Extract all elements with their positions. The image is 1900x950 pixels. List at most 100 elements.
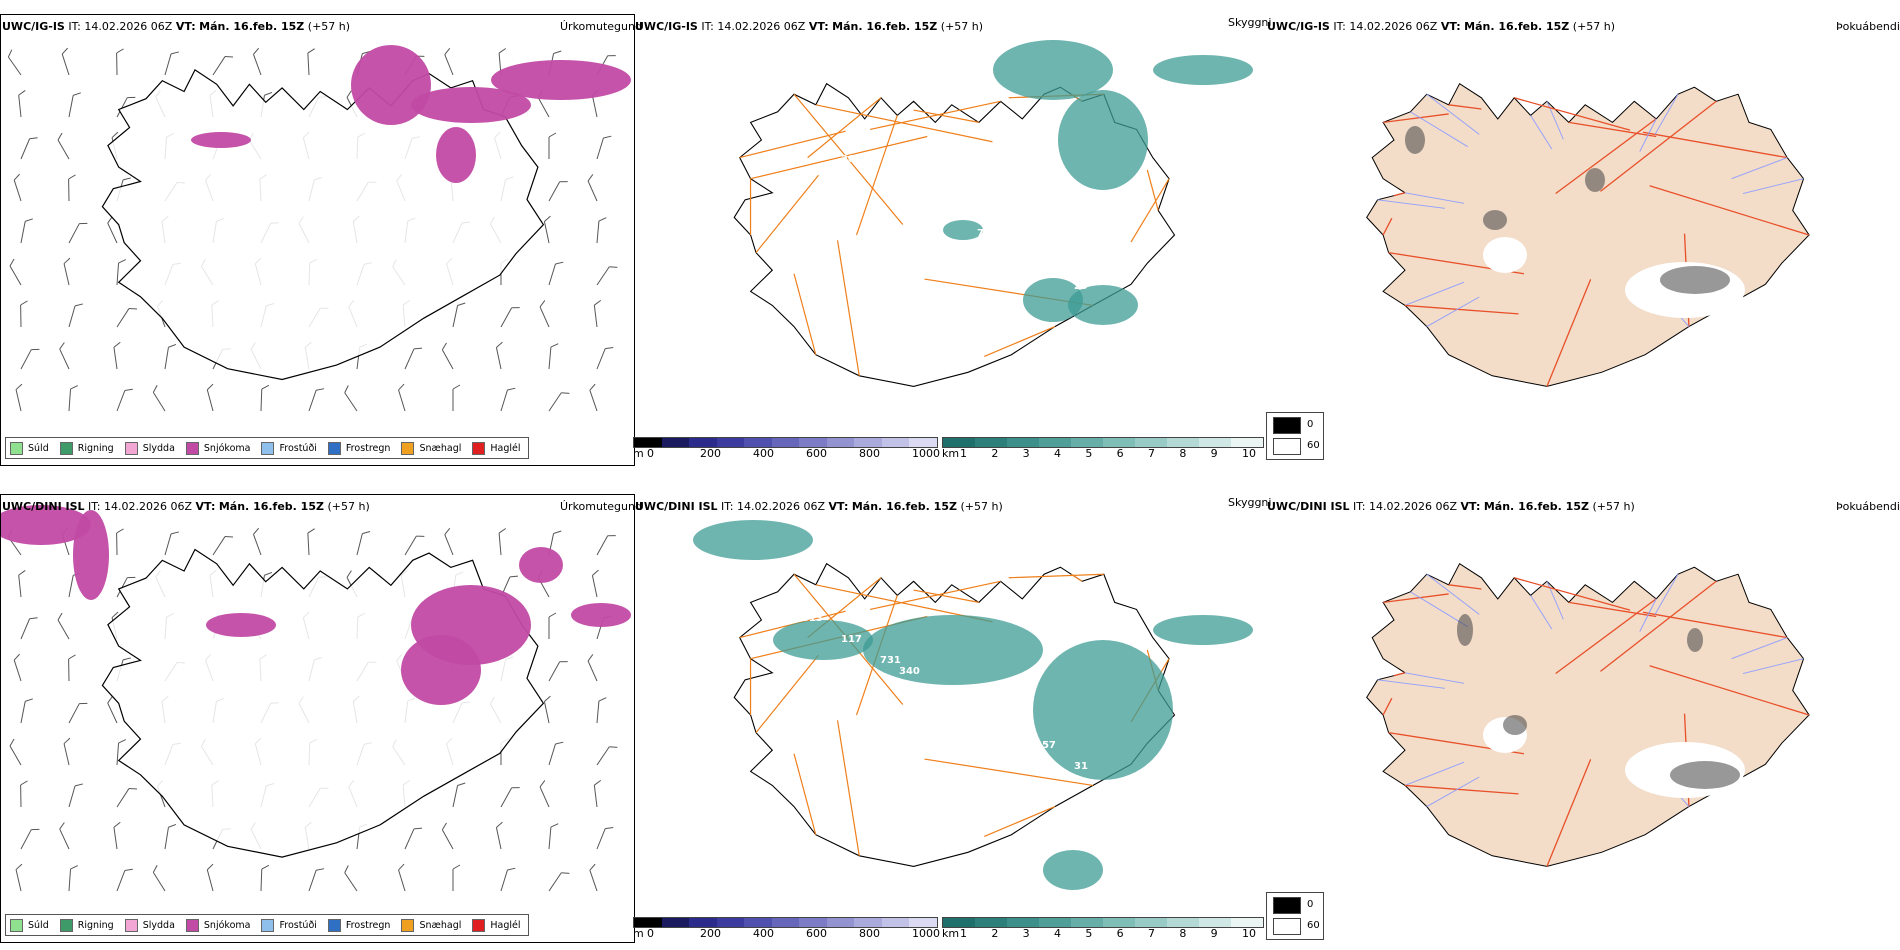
- river: [1742, 658, 1804, 674]
- vis-tick-label: 1: [960, 447, 967, 460]
- river: [1377, 199, 1445, 209]
- river: [1731, 637, 1788, 660]
- wind-barb-icon: [68, 303, 84, 328]
- wind-barb-icon: [441, 342, 454, 370]
- wind-barb-icon: [15, 383, 23, 412]
- wind-barb-icon: [18, 570, 26, 598]
- fog-area: [1660, 266, 1730, 294]
- vis-tick-label: 3: [1022, 447, 1030, 460]
- precip-legend-item: Súld: [10, 918, 49, 932]
- vis-colorbar: [942, 437, 1264, 448]
- ceiling-value-label: 203: [841, 154, 862, 165]
- wind-barb-icon: [113, 341, 121, 370]
- fog-tick-label: 60: [1307, 440, 1320, 451]
- legend-swatch: [401, 441, 415, 455]
- legend-label: Snjókoma: [203, 442, 251, 454]
- wind-barb-icon: [20, 137, 38, 160]
- ceiling-tick-label: 800: [859, 927, 880, 940]
- wind-barb-icon: [116, 388, 133, 412]
- road: [1555, 118, 1657, 195]
- colorbar-step: [771, 438, 800, 447]
- snow-area: [411, 87, 531, 123]
- road: [869, 580, 1001, 611]
- wind-barb-icon: [63, 737, 71, 766]
- wind-barb-icon: [307, 528, 315, 556]
- river: [1426, 296, 1480, 327]
- vis-tick-label: 5: [1085, 927, 1093, 940]
- legend-label: Frostregn: [345, 442, 391, 454]
- wind-barb-icon: [212, 56, 234, 76]
- wind-barb-icon: [20, 828, 40, 850]
- snow-area: [206, 613, 276, 637]
- road: [807, 97, 882, 159]
- wind-barb-icon: [498, 528, 506, 556]
- wind-barb-icon: [548, 261, 564, 286]
- wind-barb-icon: [18, 90, 26, 118]
- precip-legend-item: Snjókoma: [185, 918, 250, 932]
- snow-area: [191, 132, 251, 148]
- wind-barb-icon: [548, 872, 570, 892]
- ceiling-value-label: 611: [938, 207, 959, 218]
- precip-title-row1: Úrkomutegund: [560, 20, 642, 33]
- precip-legend-item: Súld: [10, 441, 49, 455]
- precip-map-row2: [1, 505, 631, 892]
- visibility-title-row2: Skyggni: [1228, 496, 1272, 509]
- ceiling-value-label: 357: [1035, 740, 1056, 751]
- wind-barb-icon: [152, 385, 166, 412]
- road: [1393, 192, 1406, 197]
- colorbar-step: [909, 918, 938, 927]
- precip-legend-item: Frostúði: [261, 441, 317, 455]
- visibility-map-row2: 741 731 601 31 117 192 357 313 340: [693, 520, 1253, 890]
- wind-barb-icon: [57, 612, 70, 640]
- ceiling-value-label: 29: [1074, 281, 1088, 292]
- wind-barb-icon: [20, 780, 28, 808]
- road: [1130, 178, 1170, 243]
- wind-barb-icon: [500, 387, 516, 412]
- wind-barb-icon: [495, 821, 503, 850]
- fog-tick-label: 0: [1307, 419, 1314, 430]
- wind-barb-icon: [63, 257, 71, 286]
- legend-swatch: [185, 918, 199, 932]
- legend-label: Snæhagl: [419, 919, 462, 931]
- wind-barb-icon: [539, 780, 550, 808]
- visibility-title-row1: Skyggni: [1228, 16, 1272, 29]
- wind-barb-icon: [260, 384, 270, 412]
- river: [1639, 598, 1657, 632]
- wind-barb-icon: [344, 385, 358, 412]
- wind-barb-icon: [116, 308, 138, 328]
- wind-barb-icon: [344, 865, 358, 892]
- legend-swatch: [10, 918, 23, 932]
- visibility-panel-row2: 741 731 601 31 117 192 357 313 340: [633, 510, 1265, 950]
- ceiling-unit: m: [633, 447, 644, 460]
- wind-barb-icon: [596, 535, 616, 556]
- legend-swatch: [124, 441, 138, 455]
- colorbar-step: [1167, 438, 1199, 447]
- road: [755, 654, 819, 734]
- wind-barb-icon: [13, 653, 22, 682]
- wind-barb-icon: [452, 384, 461, 411]
- precip-legend-item: Haglél: [472, 918, 521, 932]
- ceiling-colorbar: [633, 917, 938, 928]
- ceiling-value-label: 722: [880, 175, 901, 186]
- ceiling-tick-label: 600: [806, 447, 827, 460]
- colorbar-step: [771, 918, 800, 927]
- ceiling-tick-label: 1000: [912, 447, 940, 460]
- road: [1382, 217, 1393, 236]
- colorbar-step: [1135, 918, 1167, 927]
- river: [1377, 679, 1445, 689]
- road: [1642, 131, 1788, 159]
- legend-label: Haglél: [490, 442, 521, 454]
- land-area: [1366, 562, 1810, 867]
- wind-barb-icon: [59, 822, 70, 850]
- vis-tick-label: 9: [1210, 927, 1218, 940]
- wind-barb-icon: [68, 783, 84, 808]
- wind-barb-icon: [548, 823, 559, 850]
- road: [913, 109, 979, 123]
- ceiling-tick-label: 1000: [912, 927, 940, 940]
- wind-barb-icon: [107, 696, 118, 724]
- colorbar-step: [909, 438, 938, 447]
- road: [984, 326, 1056, 358]
- road: [1146, 169, 1159, 211]
- visibility-header-row1: UWC/IG-IS IT: 14.02.2026 06Z VT: Mán. 16…: [635, 20, 984, 33]
- vis-unit: km: [942, 927, 960, 940]
